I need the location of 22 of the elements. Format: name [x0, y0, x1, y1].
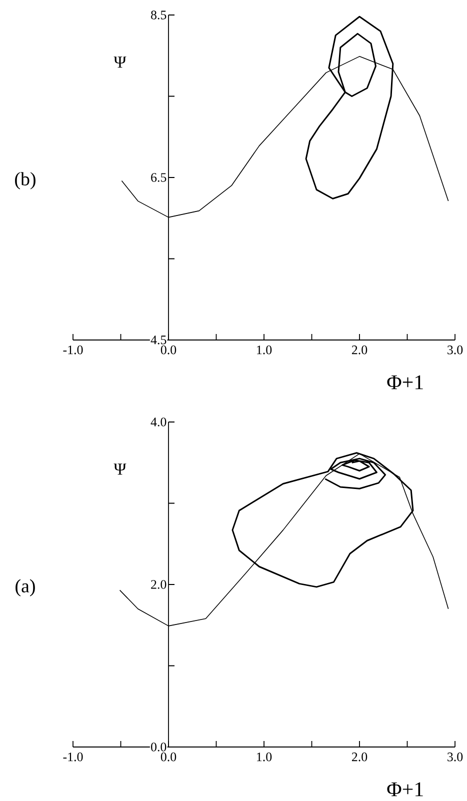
x-tick-label: 2.0: [352, 752, 368, 762]
x-tick-label: 3.0: [448, 752, 463, 762]
y-tick-label: 8.5: [151, 10, 166, 20]
x-tick-label: 1.0: [257, 752, 272, 762]
text: (a): [16, 579, 35, 596]
y-tick-label: 6.5: [151, 173, 166, 182]
y-tick-label: 2.0: [151, 580, 166, 589]
x-axis-title: Φ+1: [387, 782, 423, 796]
x-tick-label: 0.0: [160, 752, 176, 762]
x-axis-title: Φ+1: [387, 375, 423, 390]
x-tick-label: -1.0: [63, 346, 83, 354]
y-axis-title: Ψ: [114, 56, 126, 68]
y-tick-label: 0.0: [151, 742, 166, 752]
text: (b): [15, 172, 36, 190]
y-axis-title: Ψ: [114, 464, 126, 475]
x-tick-label: 0.0: [160, 346, 176, 354]
x-tick-label: 2.0: [352, 346, 368, 354]
x-tick-label: 3.0: [448, 346, 463, 354]
x-tick-label: 1.0: [257, 346, 272, 354]
y-tick-label: 4.5: [150, 336, 166, 344]
y-tick-label: 4.0: [150, 418, 166, 426]
x-tick-label: -1.0: [63, 752, 83, 762]
